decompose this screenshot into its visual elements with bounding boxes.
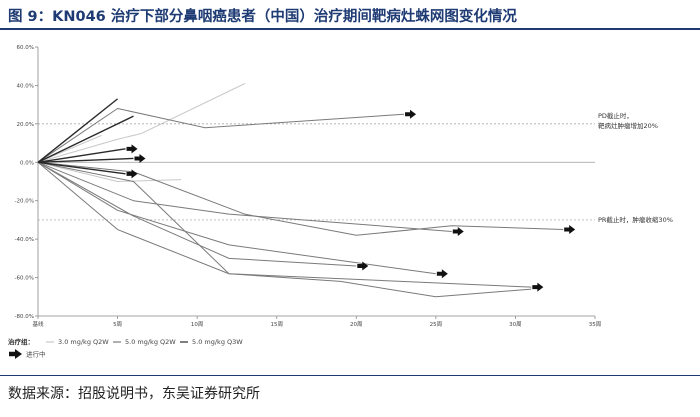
- y-tick-label: 40.0%: [17, 83, 34, 89]
- ongoing-arrow: [357, 261, 369, 271]
- x-tick-label: 35周: [589, 321, 602, 328]
- ongoing-arrow: [564, 225, 576, 235]
- series-line: [37, 161, 436, 275]
- reference-label: 靶病灶肿瘤增加20%: [598, 121, 658, 130]
- x-tick-label: 5周: [113, 321, 122, 328]
- ongoing-arrow: [452, 226, 464, 236]
- ongoing-arrow: [532, 282, 544, 292]
- x-tick-label: 30周: [509, 321, 522, 328]
- series-line: [37, 161, 452, 232]
- x-tick-label: 10周: [191, 321, 204, 328]
- y-tick-label: 60.0%: [17, 45, 34, 51]
- title-rule: [0, 28, 700, 30]
- legend-arrow-icon: [9, 349, 22, 359]
- series-line: [37, 157, 134, 163]
- series-layer: [37, 83, 564, 298]
- y-tick-label: -40.0%: [15, 237, 34, 243]
- legend-title: 治疗组：: [8, 337, 34, 346]
- ongoing-arrow: [126, 169, 138, 179]
- series-line: [37, 161, 126, 175]
- legend-label: 5.0 mg/kg Q3W: [192, 338, 243, 346]
- x-tick-label: 基线: [32, 320, 44, 328]
- reference-lines: PD截止时，靶病灶肿瘤增加20% PR截止时，肿瘤收缩30%: [38, 111, 673, 224]
- reference-label: PR截止时，肿瘤收缩30%: [598, 215, 673, 224]
- reference-label: PD截止时，: [598, 111, 633, 120]
- source-note: 数据来源：招股说明书，东吴证券研究所: [8, 386, 260, 402]
- x-axis: 基线 5周 10周 15周 20周 25周 30周 35周: [32, 161, 602, 328]
- y-tick-label: 20.0%: [17, 122, 34, 128]
- y-tick-label: 0.0%: [20, 160, 34, 166]
- bottom-rule: [0, 375, 700, 376]
- x-tick-label: 20周: [350, 321, 363, 328]
- x-tick-label: 25周: [430, 321, 443, 328]
- y-tick-label: -20.0%: [15, 199, 34, 205]
- series-line: [37, 161, 532, 288]
- legend-ongoing-label: 进行中: [26, 350, 46, 359]
- y-tick-label: -60.0%: [15, 276, 34, 282]
- series-line: [37, 161, 182, 182]
- series-line: [37, 98, 119, 163]
- ongoing-arrow: [134, 153, 146, 163]
- y-tick-label: -80.0%: [15, 314, 34, 320]
- x-tick-label: 15周: [270, 321, 283, 328]
- legend-label: 5.0 mg/kg Q2W: [125, 338, 176, 346]
- ongoing-arrows: [126, 109, 576, 292]
- y-axis: 60.0% 40.0% 20.0% 0.0% -20.0% -40.0% -60.0% -80…: [15, 45, 39, 320]
- series-line: [37, 148, 126, 163]
- series-line: [37, 161, 564, 236]
- series-line: [37, 115, 134, 163]
- ongoing-arrow: [436, 269, 448, 279]
- legend: 治疗组： 3.0 mg/kg Q2W 5.0 mg/kg Q2W 5.0 mg/kg …: [8, 337, 243, 359]
- ongoing-arrow: [126, 144, 138, 154]
- legend-label: 3.0 mg/kg Q2W: [58, 338, 109, 346]
- figure-title: 图 9：KN046 治疗下部分鼻咽癌患者（中国）治疗期间靶病灶蛛网图变化情况: [8, 9, 517, 25]
- series-line: [37, 107, 405, 163]
- series-line: [37, 161, 532, 298]
- series-line: [37, 83, 246, 163]
- ongoing-arrow: [405, 109, 417, 119]
- spider-chart: 60.0% 40.0% 20.0% 0.0% -20.0% -40.0% -60.0% -80…: [8, 45, 673, 359]
- series-line: [37, 161, 357, 267]
